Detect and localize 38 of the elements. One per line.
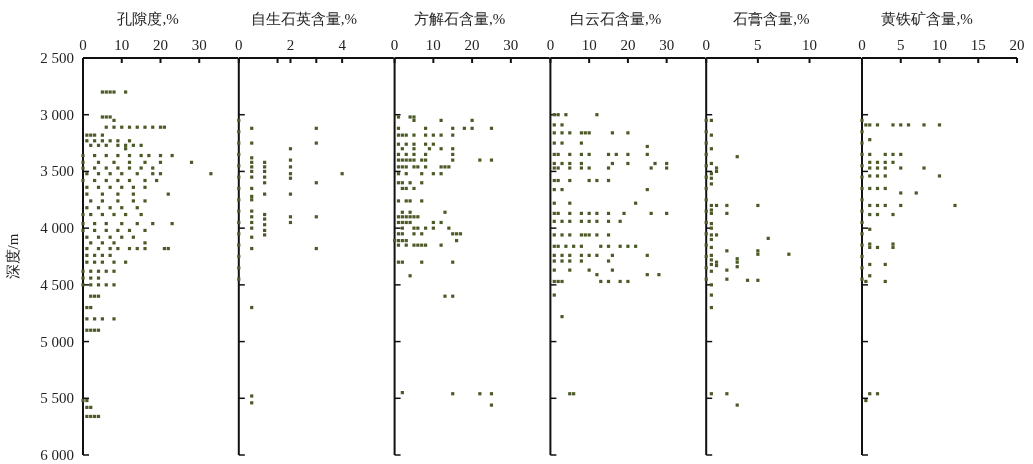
y-tick-label: 5 500 — [40, 390, 74, 407]
x-tick-label: 0 — [390, 37, 399, 53]
x-tick-label: 30 — [503, 37, 519, 53]
y-tick-label: 3 500 — [40, 163, 74, 180]
x-tick-label: 15 — [970, 37, 986, 53]
y-axis-title: 深度/m — [5, 233, 21, 280]
x-tick-label: 0 — [235, 37, 243, 53]
x-axis-title: 孔隙度,% — [117, 11, 179, 27]
x-tick-label: 30 — [659, 37, 675, 53]
x-tick-label: 0 — [546, 37, 555, 53]
x-axis-title: 白云石含量,% — [569, 11, 662, 27]
y-tick-label: 4 500 — [40, 276, 74, 293]
x-axis-title: 石膏含量,% — [733, 11, 810, 27]
x-tick-label: 0 — [858, 37, 866, 53]
y-tick-label: 3 000 — [40, 106, 74, 123]
y-tick-label: 2 500 — [40, 50, 74, 66]
x-tick-label: 10 — [802, 37, 818, 53]
y-tick-label: 5 000 — [40, 333, 74, 350]
x-tick-label: 10 — [114, 37, 130, 53]
x-tick-label: 30 — [191, 37, 207, 53]
x-tick-label: 5 — [754, 37, 762, 53]
x-tick-label: 20 — [620, 37, 636, 53]
y-tick-label: 6 000 — [40, 447, 74, 463]
x-tick-label: 10 — [581, 37, 597, 53]
x-axis-title: 自生石英含量,% — [250, 11, 358, 27]
x-tick-label: 10 — [425, 37, 441, 53]
x-tick-label: 2 — [286, 37, 295, 53]
x-axis-title: 方解石含量,% — [414, 11, 506, 27]
x-tick-label: 4 — [338, 37, 347, 53]
x-tick-label: 10 — [932, 37, 947, 53]
x-tick-label: 20 — [1009, 37, 1025, 53]
x-tick-label: 20 — [464, 37, 480, 53]
x-tick-label: 5 — [897, 37, 905, 53]
x-tick-label: 0 — [702, 37, 710, 53]
x-tick-label: 20 — [153, 37, 168, 53]
x-tick-label: 0 — [79, 37, 87, 53]
x-axis-title: 黄铁矿含量,% — [881, 11, 973, 27]
y-tick-label: 4 000 — [40, 220, 74, 237]
